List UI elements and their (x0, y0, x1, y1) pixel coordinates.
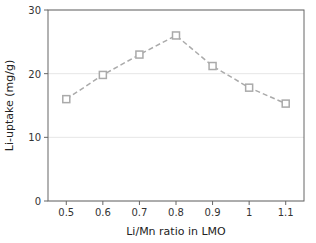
x-tick (102, 201, 103, 205)
marker (99, 71, 106, 78)
marker (209, 63, 216, 70)
plot-area (48, 10, 304, 201)
x-tick (66, 201, 67, 205)
x-tick (212, 201, 213, 205)
chart: 0 10 20 30 0.5 0.6 0.7 0.8 0.9 1 1.1 Li/Mn ratio in… (0, 0, 316, 243)
y-tick (44, 137, 48, 138)
marker (63, 96, 70, 103)
y-tick-label: 0 (35, 196, 41, 207)
x-axis-label: Li/Mn ratio in LMO (126, 225, 226, 238)
x-tick-label: 0.5 (58, 207, 74, 218)
y-grid-line (48, 137, 304, 138)
series (63, 32, 289, 107)
y-tick (44, 73, 48, 74)
plot-frame (48, 10, 304, 201)
x-tick-label: 1.1 (278, 207, 294, 218)
y-axis-label: Li-uptake (mg/g) (3, 60, 16, 151)
x-tick (249, 201, 250, 205)
y-tick-label: 10 (28, 132, 41, 143)
x-tick (176, 201, 177, 205)
x-tick-label: 0.6 (95, 207, 111, 218)
marker (282, 100, 289, 107)
y-tick (44, 10, 48, 11)
y-tick (44, 201, 48, 202)
y-grid-line (48, 73, 304, 74)
x-tick (285, 201, 286, 205)
marker (136, 51, 143, 58)
x-tick-label: 1 (246, 207, 252, 218)
y-tick-label: 20 (28, 69, 41, 80)
marker (246, 84, 253, 91)
x-tick-label: 0.8 (168, 207, 184, 218)
x-tick-label: 0.9 (205, 207, 221, 218)
x-tick (139, 201, 140, 205)
x-tick-label: 0.7 (131, 207, 147, 218)
marker (173, 32, 180, 39)
line (66, 35, 285, 103)
y-tick-label: 30 (28, 5, 41, 16)
